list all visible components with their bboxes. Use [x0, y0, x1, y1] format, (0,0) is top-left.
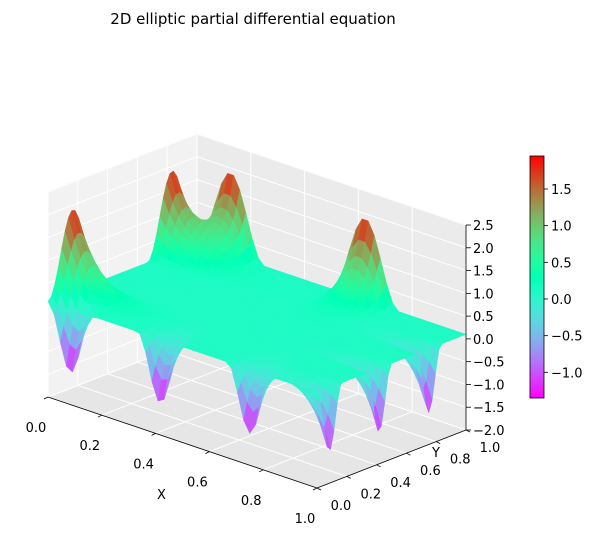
colorbar-tick-label: 0.0 — [551, 293, 572, 308]
colorbar-tick-label: −0.5 — [551, 330, 583, 345]
grid-floor-y — [137, 361, 407, 454]
colorbar-tick-label: 1.0 — [551, 220, 572, 235]
z-tick-label: −0.5 — [473, 356, 505, 371]
z-tick-label: −2.0 — [473, 424, 505, 439]
colorbar-tick-label: 1.5 — [551, 183, 572, 198]
x-tick-labels: 0.0 0.2 0.4 0.6 0.8 1.0 — [26, 396, 318, 527]
grid-floor-x — [101, 356, 251, 416]
y-tick-label: 0.2 — [360, 487, 381, 502]
y-axis-label: Y — [431, 446, 440, 461]
grid-left-z — [47, 156, 198, 216]
y-tick-mark — [436, 441, 441, 444]
y-axis-line — [316, 429, 467, 489]
y-tick-mark — [376, 464, 381, 468]
x-axis-line — [47, 396, 318, 489]
axis-lines — [47, 225, 467, 489]
surface-mesh — [47, 170, 467, 451]
grid-back-z — [196, 133, 467, 226]
z-tick-label: 1.0 — [473, 287, 494, 302]
grid-floor-y — [77, 384, 347, 477]
grid-back-z — [196, 179, 467, 272]
x-tick-mark — [151, 433, 156, 436]
x-tick-mark — [259, 469, 264, 473]
grid-floor-x — [155, 374, 305, 434]
x-tick-label: 0.4 — [133, 457, 154, 472]
grid-left-z — [47, 133, 198, 193]
z-tick-label: −1.5 — [473, 401, 505, 416]
z-tick-label: 2.5 — [473, 219, 494, 234]
z-tick-label: 1.5 — [473, 265, 494, 280]
x-axis-label: X — [157, 488, 166, 503]
colorbar-ticks: −1.0 −0.5 0.0 0.5 1.0 1.5 — [544, 183, 583, 381]
y-tick-label: 0.6 — [420, 464, 441, 479]
grid-floor-x — [263, 411, 413, 471]
y-tick-label: 0.8 — [450, 453, 471, 468]
x-tick-mark — [312, 487, 318, 491]
x-tick-mark — [43, 396, 49, 400]
grid-back-z — [196, 156, 467, 249]
z-tick-label: 0.0 — [473, 333, 494, 348]
z-tick-label: 0.5 — [473, 310, 494, 325]
y-tick-mark — [316, 487, 322, 491]
z-tick-labels: −2.0 −1.5 −1.0 −0.5 0.0 0.5 1.0 1.5 2.0 2.5 — [466, 219, 505, 439]
y-tick-label: 0.0 — [331, 499, 352, 514]
colorbar-tick-label: −1.0 — [551, 366, 583, 381]
x-tick-label: 0.8 — [241, 494, 262, 509]
x-tick-label: 0.0 — [26, 421, 47, 436]
x-tick-mark — [97, 414, 102, 418]
z-tick-label: 2.0 — [473, 242, 494, 257]
surface-cell — [310, 389, 321, 403]
y-tick-mark — [406, 452, 411, 456]
colorbar — [529, 155, 545, 399]
y-tick-mark — [346, 476, 351, 479]
x-tick-label: 0.2 — [79, 439, 100, 454]
grid-floor-y — [107, 373, 377, 466]
x-tick-label: 0.6 — [187, 476, 208, 491]
y-tick-labels: 0.0 0.2 0.4 0.6 0.8 1.0 — [316, 429, 501, 514]
x-tick-label: 1.0 — [295, 512, 316, 527]
y-tick-label: 1.0 — [480, 441, 501, 456]
chart-title: 2D elliptic partial differential equatio… — [110, 10, 395, 28]
y-tick-label: 0.4 — [390, 476, 411, 491]
colorbar-tick-label: 0.5 — [551, 256, 572, 271]
grid-floor-y — [167, 350, 437, 443]
x-tick-mark — [205, 451, 210, 454]
z-tick-label: −1.0 — [473, 378, 505, 393]
